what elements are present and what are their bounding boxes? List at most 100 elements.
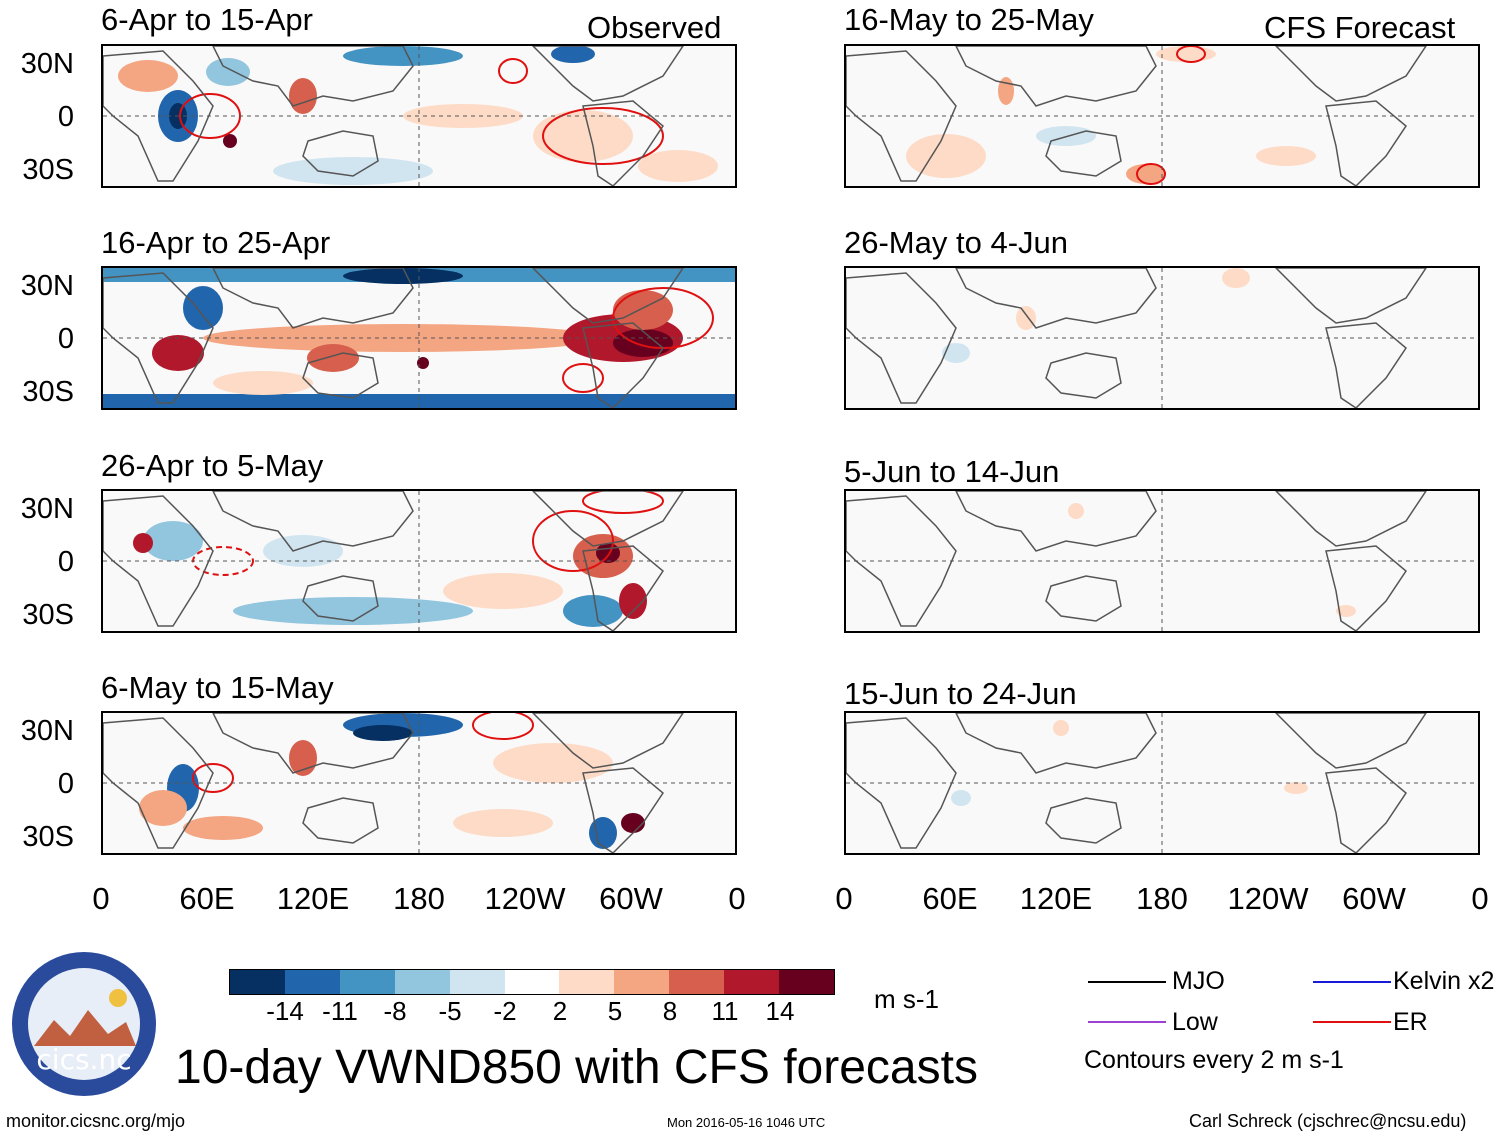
south-america-coastline — [582, 545, 664, 631]
colorbar-swatch — [284, 970, 340, 994]
footer-url: monitor.cicsnc.org/mjo — [6, 1111, 186, 1131]
legend-mjo-line — [1088, 981, 1166, 983]
lat-30n-r2: 30N — [20, 270, 74, 302]
colorbar-label: 5 — [607, 996, 623, 1026]
panel-title-fc-3: 5-Jun to 14-Jun — [844, 454, 1060, 489]
lat-0-r1: 0 — [57, 101, 74, 133]
south-america-coastline — [582, 100, 664, 186]
colorbar-swatch — [339, 970, 395, 994]
asia-coastline — [212, 491, 414, 552]
lat-0-r3: 0 — [57, 546, 74, 578]
forecast-header: CFS Forecast — [1264, 10, 1456, 45]
africa-coastline — [103, 50, 214, 182]
colorbar-swatch — [394, 970, 450, 994]
lon-left-180: 180 — [393, 881, 445, 916]
australia-coastline — [1045, 575, 1122, 622]
legend-er-label: ER — [1393, 1008, 1428, 1036]
lon-right-0: 0 — [835, 881, 853, 916]
map-panel-obs-2 — [101, 266, 737, 410]
north-america-coastline — [1274, 713, 1427, 769]
africa-coastline — [846, 272, 957, 404]
colorbar — [229, 969, 835, 995]
lon-left-60w: 60W — [599, 881, 663, 916]
legend-kelvin-label: Kelvin x2 — [1393, 967, 1495, 995]
colorbar-label: -5 — [438, 996, 462, 1026]
cics-logo: cics.nc — [10, 950, 158, 1098]
footer-credit: Carl Schreck (cjschrec@ncsu.edu) — [1189, 1111, 1467, 1131]
lat-30n-r4: 30N — [20, 715, 74, 747]
north-america-coastline — [1274, 491, 1427, 547]
lon-left-0-end: 0 — [728, 881, 746, 916]
australia-coastline — [302, 352, 379, 399]
colorbar-label: -14 — [266, 996, 304, 1026]
observed-header: Observed — [587, 10, 722, 45]
lat-0-r2: 0 — [57, 323, 74, 355]
legend-mjo-label: MJO — [1172, 967, 1225, 995]
asia-coastline — [212, 713, 414, 774]
panel-title-fc-2: 26-May to 4-Jun — [844, 225, 1068, 260]
colorbar-swatch — [559, 970, 615, 994]
australia-coastline — [302, 797, 379, 844]
australia-coastline — [302, 575, 379, 622]
australia-coastline — [302, 130, 379, 177]
legend-er-line — [1313, 1021, 1391, 1023]
lat-30n-r1: 30N — [20, 48, 74, 80]
north-america-coastline — [531, 713, 684, 769]
lon-right-60w: 60W — [1342, 881, 1406, 916]
colorbar-label: -11 — [322, 996, 358, 1026]
asia-coastline — [955, 713, 1157, 774]
south-america-coastline — [1325, 322, 1407, 408]
lon-right-120e: 120E — [1019, 881, 1093, 916]
lat-0-r4: 0 — [57, 768, 74, 800]
lat-30s-r4: 30S — [22, 821, 74, 853]
north-america-coastline — [531, 491, 684, 547]
colorbar-label: 11 — [711, 996, 739, 1026]
main-title: 10-day VWND850 with CFS forecasts — [175, 1041, 978, 1094]
colorbar-label: 2 — [552, 996, 568, 1026]
north-america-coastline — [1274, 46, 1427, 102]
africa-coastline — [103, 717, 214, 849]
africa-coastline — [846, 50, 957, 182]
colorbar-label: -8 — [383, 996, 407, 1026]
colorbar-units: m s-1 — [874, 984, 939, 1014]
asia-coastline — [955, 268, 1157, 329]
colorbar-swatch — [669, 970, 725, 994]
lon-right-60e: 60E — [922, 881, 978, 916]
lat-30s-r2: 30S — [22, 376, 74, 408]
south-america-coastline — [1325, 545, 1407, 631]
panel-title-obs-3: 26-Apr to 5-May — [101, 448, 324, 483]
colorbar-swatch — [724, 970, 780, 994]
map-panel-obs-1 — [101, 44, 737, 188]
legend-kelvin-line — [1313, 981, 1391, 983]
australia-coastline — [1045, 797, 1122, 844]
asia-coastline — [955, 491, 1157, 552]
colorbar-swatch — [230, 970, 285, 994]
map-panel-fc-2 — [844, 266, 1480, 410]
lat-30s-r3: 30S — [22, 599, 74, 631]
lon-left-0: 0 — [92, 881, 110, 916]
south-america-coastline — [582, 767, 664, 853]
legend-low-line — [1088, 1021, 1166, 1023]
north-america-coastline — [531, 46, 684, 102]
lat-30n-r3: 30N — [20, 493, 74, 525]
australia-coastline — [1045, 130, 1122, 177]
lat-30s-r1: 30S — [22, 154, 74, 186]
lon-right-0-end: 0 — [1471, 881, 1489, 916]
footer-timestamp: Mon 2016-05-16 1046 UTC — [667, 1115, 826, 1130]
legend-note: Contours every 2 m s-1 — [1084, 1046, 1344, 1074]
lon-right-120w: 120W — [1227, 881, 1309, 916]
lon-left-60e: 60E — [179, 881, 235, 916]
lon-right-180: 180 — [1136, 881, 1188, 916]
panel-title-obs-2: 16-Apr to 25-Apr — [101, 225, 331, 260]
panel-title-obs-1: 6-Apr to 15-Apr — [101, 2, 313, 37]
south-america-coastline — [1325, 100, 1407, 186]
lon-left-120w: 120W — [484, 881, 566, 916]
map-panel-fc-4 — [844, 711, 1480, 855]
map-panel-obs-4 — [101, 711, 737, 855]
africa-coastline — [846, 717, 957, 849]
logo-text: cics.nc — [36, 1043, 132, 1076]
asia-coastline — [955, 46, 1157, 107]
panel-title-fc-1: 16-May to 25-May — [844, 2, 1094, 37]
north-america-coastline — [1274, 268, 1427, 324]
map-panel-fc-3 — [844, 489, 1480, 633]
